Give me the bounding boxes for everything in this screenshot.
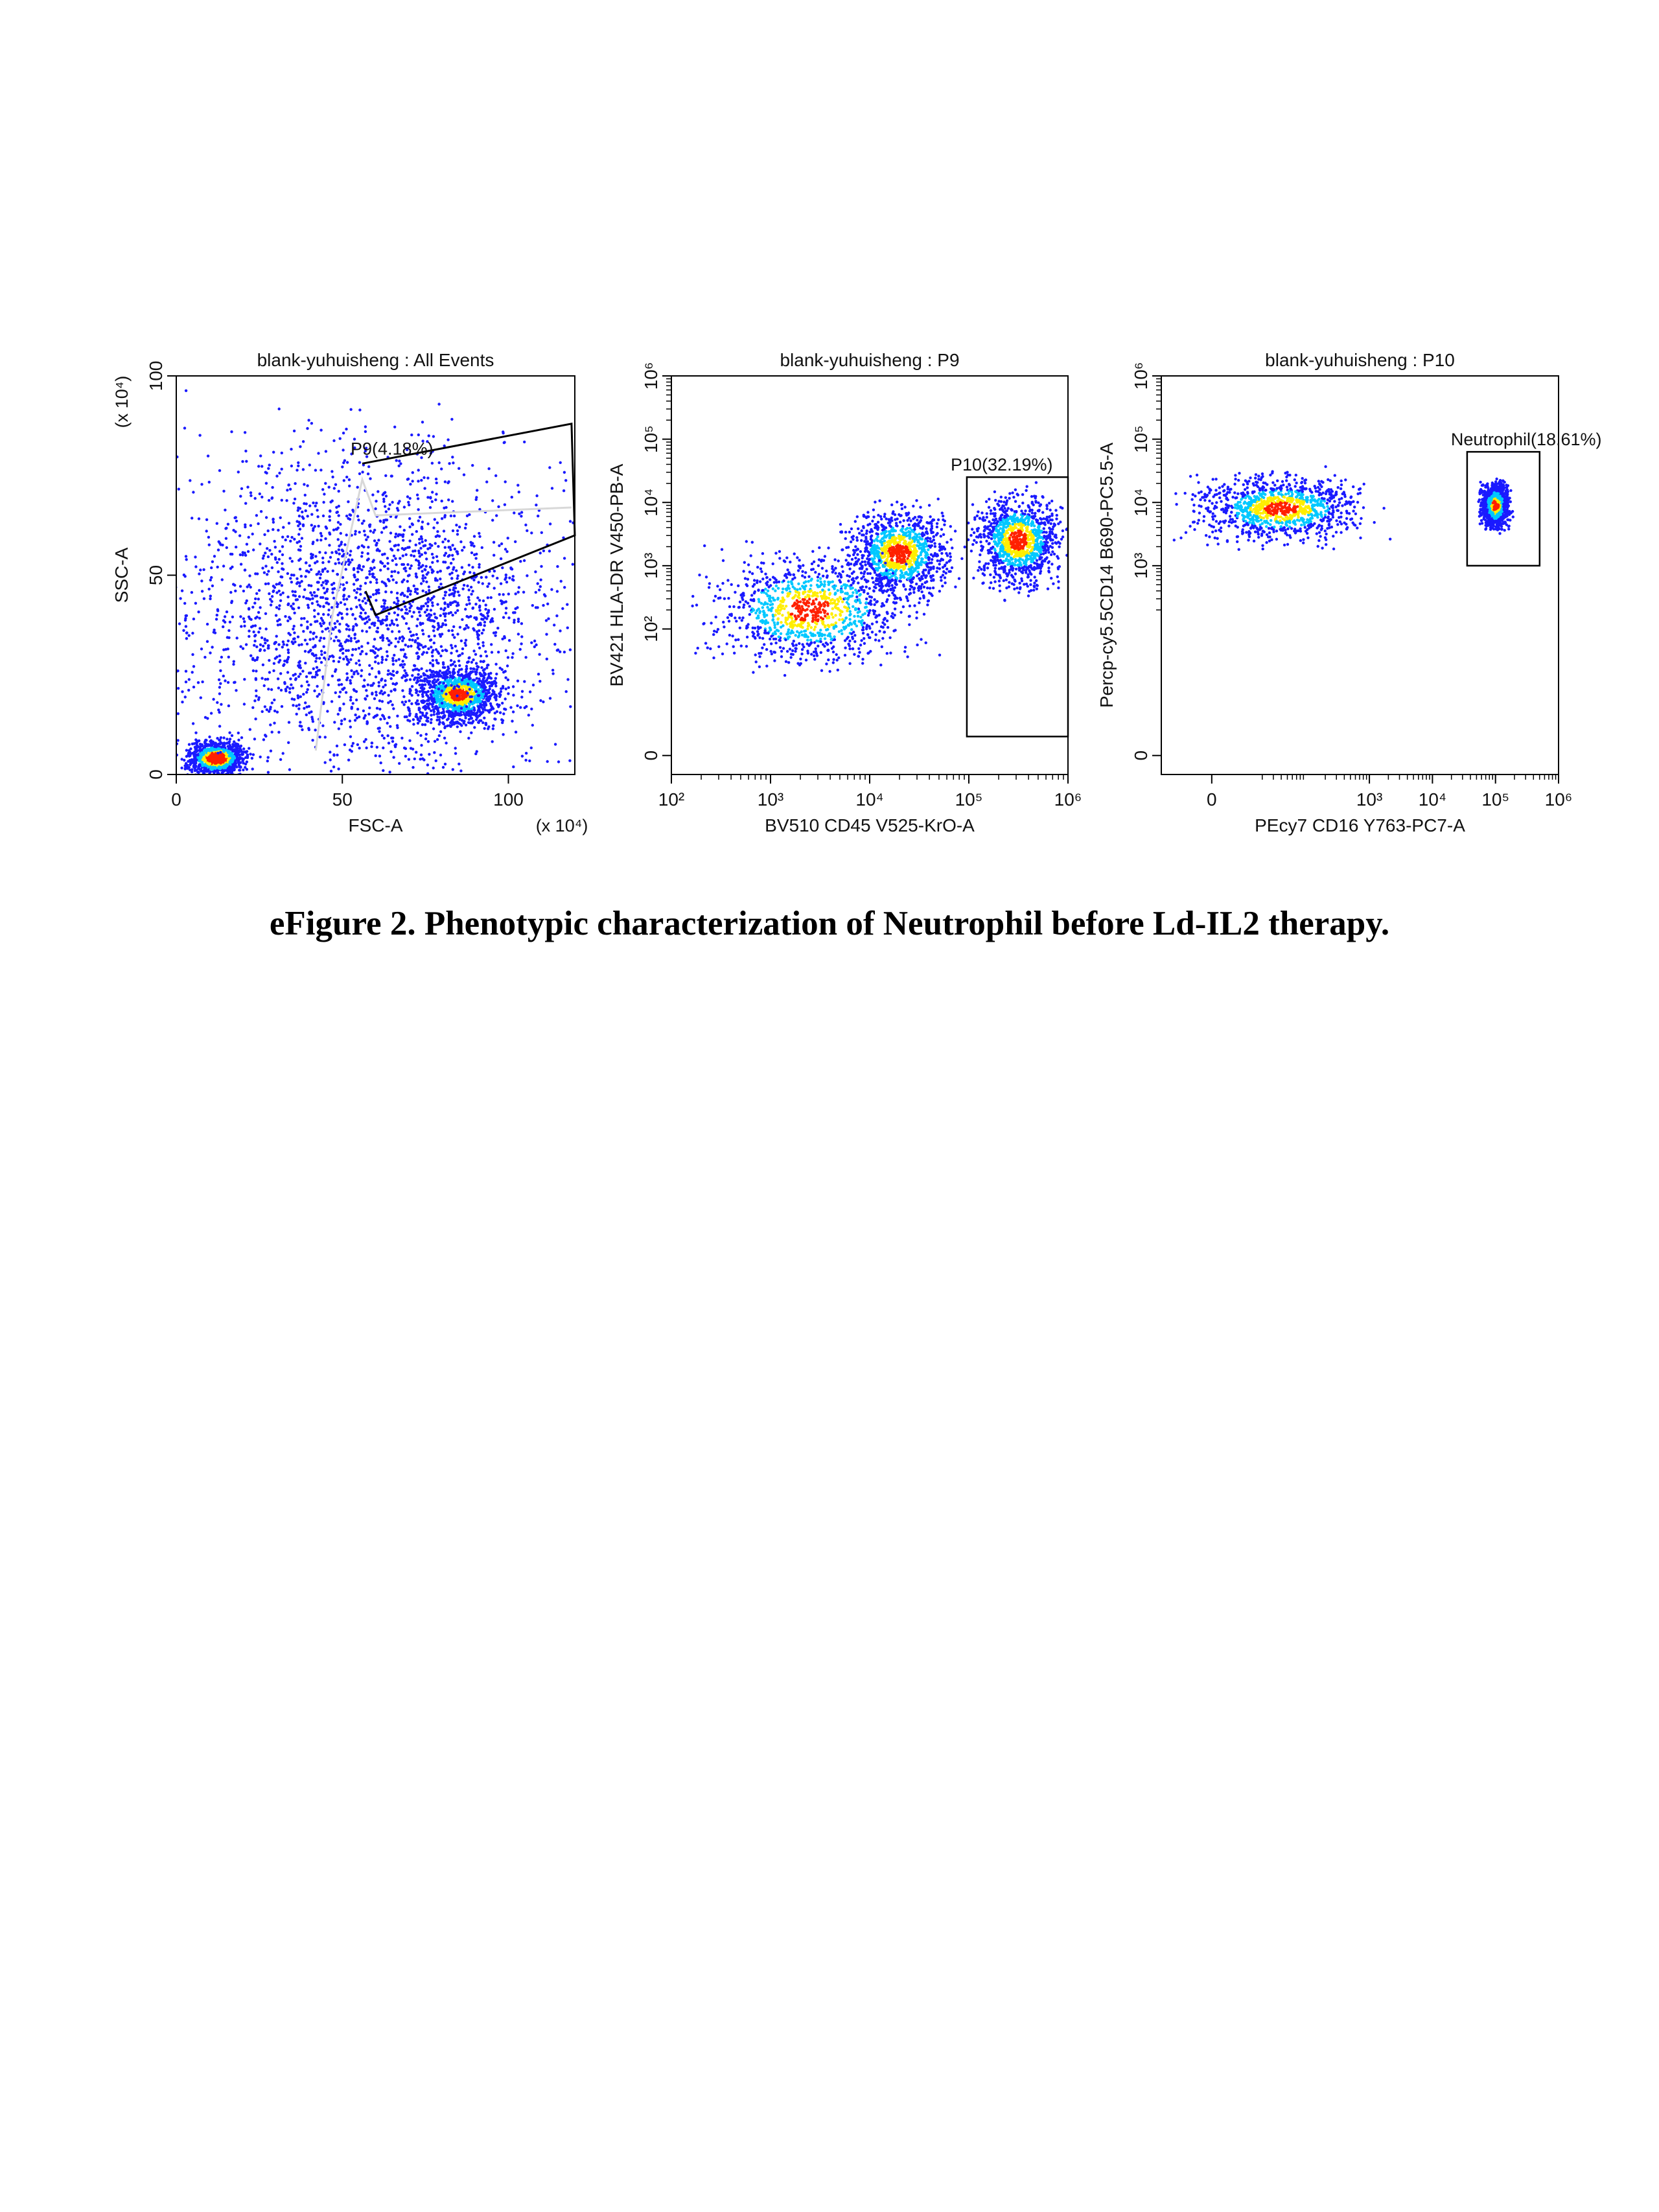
x-axis-label: FSC-A <box>349 815 403 835</box>
y-tick-label: 10³ <box>1131 553 1151 579</box>
y-tick-label: 10⁶ <box>1131 362 1151 390</box>
x-tick-label: 100 <box>493 789 524 809</box>
y-tick-label: 10⁵ <box>641 425 661 453</box>
gate-0 <box>362 422 576 616</box>
gate-label: Neutrophil(18.61%) <box>1451 430 1602 449</box>
y-tick-label: 10⁵ <box>1131 425 1151 453</box>
x-tick-label: 10³ <box>1356 789 1382 809</box>
x-axis-label: PEcy7 CD16 Y763-PC7-A <box>1255 815 1465 835</box>
y-tick-label: 10² <box>641 616 661 642</box>
figure-panels: P9(4.18%) blank-yuhuisheng : All Events 0 5… <box>111 350 1602 835</box>
y-axis-label: SSC-A <box>111 547 132 603</box>
y-tick-label: 100 <box>146 361 166 391</box>
x-tick-label: 10⁶ <box>1054 789 1082 809</box>
chart-title: blank-yuhuisheng : P10 <box>1265 350 1455 370</box>
y-tick-label: 0 <box>641 751 661 761</box>
y-multiplier: (x 10⁴) <box>112 376 132 428</box>
gate-1 <box>314 476 572 751</box>
x-tick-label: 10⁵ <box>955 789 983 809</box>
y-tick-label: 10⁶ <box>641 362 661 390</box>
x-tick-label: 10⁴ <box>855 789 883 809</box>
population-1 <box>963 481 1068 602</box>
chart-title: blank-yuhuisheng : P9 <box>780 350 959 370</box>
scatter-points <box>691 481 1068 677</box>
gate-0 <box>1466 450 1541 567</box>
x-tick-label: 0 <box>1207 789 1217 809</box>
y-tick-label: 10⁴ <box>641 489 661 517</box>
gate-label: P9(4.18%) <box>351 439 434 458</box>
x-tick-label: 10⁴ <box>1419 789 1446 809</box>
gate-label: P10(32.19%) <box>951 455 1053 474</box>
scatter-points <box>1172 465 1514 551</box>
scatter-points <box>176 389 575 774</box>
x-tick-label: 50 <box>332 789 353 809</box>
population-1 <box>1477 477 1514 535</box>
x-tick-label: 10³ <box>758 789 783 809</box>
x-tick-label: 10⁵ <box>1481 789 1509 809</box>
y-tick-label: 0 <box>146 769 166 780</box>
x-multiplier: (x 10⁴) <box>536 816 588 835</box>
x-tick-label: 10⁶ <box>1545 789 1573 809</box>
x-tick-label: 0 <box>171 789 181 809</box>
x-tick-label: 10² <box>658 789 684 809</box>
figure-caption: eFigure 2. Phenotypic characterization o… <box>269 905 1390 942</box>
y-tick-label: 50 <box>146 565 166 585</box>
y-tick-label: 10³ <box>641 553 661 579</box>
gate-0 <box>966 476 1069 738</box>
population-0 <box>1172 465 1392 551</box>
population-2 <box>691 540 942 677</box>
y-axis-label: BV421 HLA-DR V450-PB-A <box>607 463 627 686</box>
population-0 <box>833 497 964 614</box>
chart-title: blank-yuhuisheng : All Events <box>257 350 494 370</box>
panel-cd16-cd14: Neutrophil(18.61%) blank-yuhuisheng : P10… <box>1096 350 1602 835</box>
y-tick-label: 10⁴ <box>1131 489 1151 517</box>
x-axis-label: BV510 CD45 V525-KrO-A <box>765 815 975 835</box>
panel-fsc-ssc: P9(4.18%) blank-yuhuisheng : All Events 0 5… <box>111 350 588 835</box>
panel-cd45-hladr: P10(32.19%) blank-yuhuisheng : P9 10² 10³ 10… <box>607 350 1082 835</box>
y-axis-label: Percp-cy5.5CD14 B690-PC5.5-A <box>1096 443 1117 708</box>
y-tick-label: 0 <box>1131 751 1151 761</box>
